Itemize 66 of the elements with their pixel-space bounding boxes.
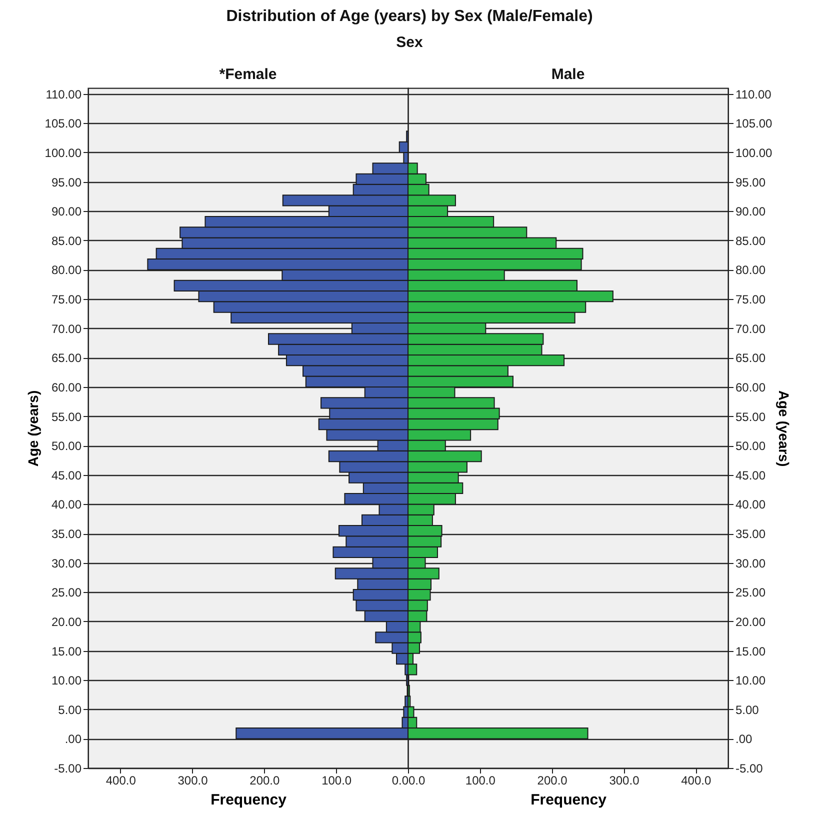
y-tick-label: 30.00 — [51, 556, 82, 570]
y-tick-label: 40.00 — [51, 498, 82, 512]
y-tick-label: 50.00 — [736, 439, 766, 454]
y-tick-label: 10.00 — [736, 674, 766, 688]
y-axis-title: Age (years) — [24, 390, 41, 467]
y-tick-label: 60.00 — [51, 380, 82, 394]
y-tick-label: 45.00 — [736, 468, 766, 482]
y-tick-label: 75.00 — [51, 292, 82, 307]
y-tick-label: 95.00 — [51, 175, 82, 190]
x-tick-label: 200.0 — [537, 774, 568, 788]
y-tick-label: .00 — [64, 732, 82, 746]
y-tick-label: 40.00 — [736, 498, 766, 512]
x-axis-title: Frequency — [530, 792, 608, 808]
x-tick-label: 300.0 — [178, 774, 208, 788]
y-tick-label: 45.00 — [51, 468, 82, 482]
y-tick-label: -5.00 — [736, 762, 764, 776]
y-tick-label: 10.00 — [51, 674, 82, 688]
y-tick-label: 55.00 — [51, 410, 82, 424]
y-tick-label: 105.00 — [44, 116, 82, 131]
y-tick-label: 90.00 — [51, 204, 82, 219]
y-tick-label: 55.00 — [736, 410, 766, 424]
x-tick-label: 100.0 — [465, 774, 496, 788]
y-tick-label: 110.00 — [736, 87, 772, 102]
y-tick-label: 20.00 — [736, 614, 766, 629]
y-tick-label: 65.00 — [736, 351, 766, 366]
y-tick-label: 70.00 — [51, 322, 82, 336]
y-axis-title: Age (years) — [776, 390, 792, 467]
y-tick-label: 60.00 — [736, 380, 766, 394]
y-tick-label: 110.00 — [46, 87, 82, 102]
y-tick-label: 15.00 — [736, 644, 766, 658]
y-tick-label: 25.00 — [736, 586, 766, 600]
chart-subtitle: Sex — [395, 34, 424, 51]
y-tick-label: 35.00 — [736, 527, 766, 542]
y-tick-label: 25.00 — [51, 586, 82, 600]
y-tick-label: 85.00 — [736, 234, 766, 248]
y-tick-label: 50.00 — [51, 439, 82, 454]
y-tick-label: 35.00 — [51, 527, 82, 542]
y-tick-label: 5.00 — [58, 702, 82, 717]
y-tick-label: 5.00 — [736, 702, 760, 717]
y-tick-label: 20.00 — [51, 614, 82, 629]
x-tick-label: 0.0 — [408, 774, 426, 788]
chart-title: Distribution of Age (years) by Sex (Male/Female) — [225, 8, 594, 26]
x-axis-title: Frequency — [210, 792, 288, 808]
y-tick-label: 15.00 — [51, 644, 82, 658]
y-tick-label: 105.00 — [736, 116, 773, 131]
y-tick-label: .00 — [736, 732, 753, 746]
y-tick-label: 90.00 — [736, 204, 766, 219]
y-tick-label: 100.00 — [44, 146, 82, 160]
y-tick-label: 70.00 — [736, 322, 766, 336]
x-tick-label: 300.0 — [609, 774, 640, 788]
x-tick-label: 400.0 — [681, 774, 712, 788]
y-tick-label: 75.00 — [736, 292, 766, 307]
x-tick-label: 100.0 — [322, 774, 352, 788]
y-tick-label: 100.00 — [736, 146, 773, 160]
text: Male — [551, 66, 585, 83]
y-tick-label: 85.00 — [51, 234, 82, 248]
y-tick-label: 80.00 — [51, 263, 82, 278]
y-tick-label: 30.00 — [736, 556, 766, 570]
x-tick-label: 200.0 — [250, 774, 280, 788]
y-tick-label: 80.00 — [736, 263, 766, 278]
x-tick-label: 0.0 — [392, 774, 409, 788]
y-tick-label: -5.00 — [54, 762, 82, 776]
x-tick-label: 400.0 — [106, 774, 136, 788]
y-tick-label: 95.00 — [736, 175, 766, 190]
text: *Female — [219, 66, 277, 83]
y-tick-label: 65.00 — [51, 351, 82, 366]
